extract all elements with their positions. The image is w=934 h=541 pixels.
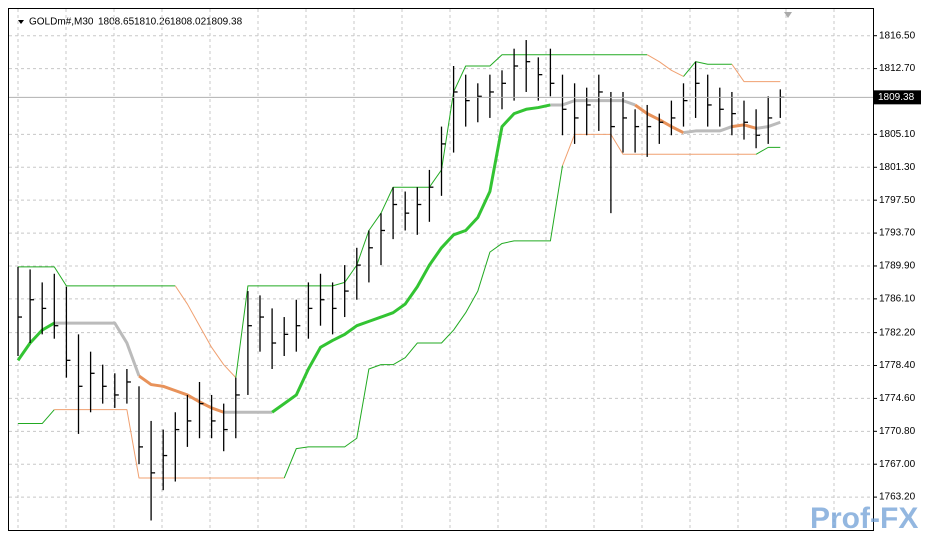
plot-frame (8, 8, 874, 531)
indicator-middle (138, 374, 225, 414)
indicator-upper (646, 54, 684, 77)
current-price-box (874, 90, 921, 105)
y-tick-label: 1816.50 (879, 30, 916, 41)
indicator-lower (755, 146, 781, 155)
y-tick-label: 1797.50 (879, 195, 916, 206)
y-tick-label: 1767.00 (879, 459, 916, 470)
y-tick-label: 1812.70 (879, 63, 916, 74)
y-tick-label: 1770.80 (879, 426, 916, 437)
indicator-upper (174, 285, 237, 378)
indicator-lower (54, 409, 285, 479)
indicator-lower (283, 165, 563, 479)
indicator-middle (683, 125, 733, 135)
y-tick-label: 1793.70 (879, 228, 916, 239)
watermark: Prof-FX (810, 502, 918, 535)
indicator-middle (271, 103, 551, 414)
symbol: GOLDm#,M30 (29, 17, 94, 28)
indicator-lower (562, 133, 757, 166)
indicator-middle (54, 321, 141, 377)
ohlc-open: 1808.65 (98, 17, 135, 28)
indicator-lower (18, 409, 55, 425)
indicator-middle (550, 99, 636, 107)
y-tick-label: 1782.20 (879, 327, 916, 338)
y-tick-label: 1774.60 (879, 393, 916, 404)
shift-marker (784, 12, 792, 18)
indicator-upper (731, 63, 781, 83)
plot (9, 40, 873, 521)
current-price-label: 1809.38 (878, 92, 915, 103)
indicator-upper (18, 266, 176, 287)
y-tick-label: 1763.20 (879, 492, 916, 503)
ohlc-low: 1808.02 (170, 17, 207, 28)
symbol-marker (18, 20, 24, 24)
ohlc-close: 1809.38 (206, 17, 243, 28)
indicator-upper (683, 61, 732, 77)
y-tick-label: 1805.10 (879, 129, 916, 140)
y-tick-label: 1801.30 (879, 162, 916, 173)
indicator-middle (16, 321, 56, 362)
grid (9, 9, 873, 530)
y-tick-label: 1786.10 (879, 294, 916, 305)
y-tick-label: 1778.40 (879, 360, 916, 371)
ohlc-high: 1810.26 (134, 17, 171, 28)
y-tick-label: 1789.90 (879, 261, 916, 272)
